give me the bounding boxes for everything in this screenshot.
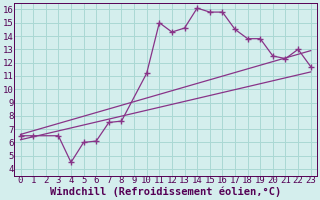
X-axis label: Windchill (Refroidissement éolien,°C): Windchill (Refroidissement éolien,°C) — [50, 187, 281, 197]
